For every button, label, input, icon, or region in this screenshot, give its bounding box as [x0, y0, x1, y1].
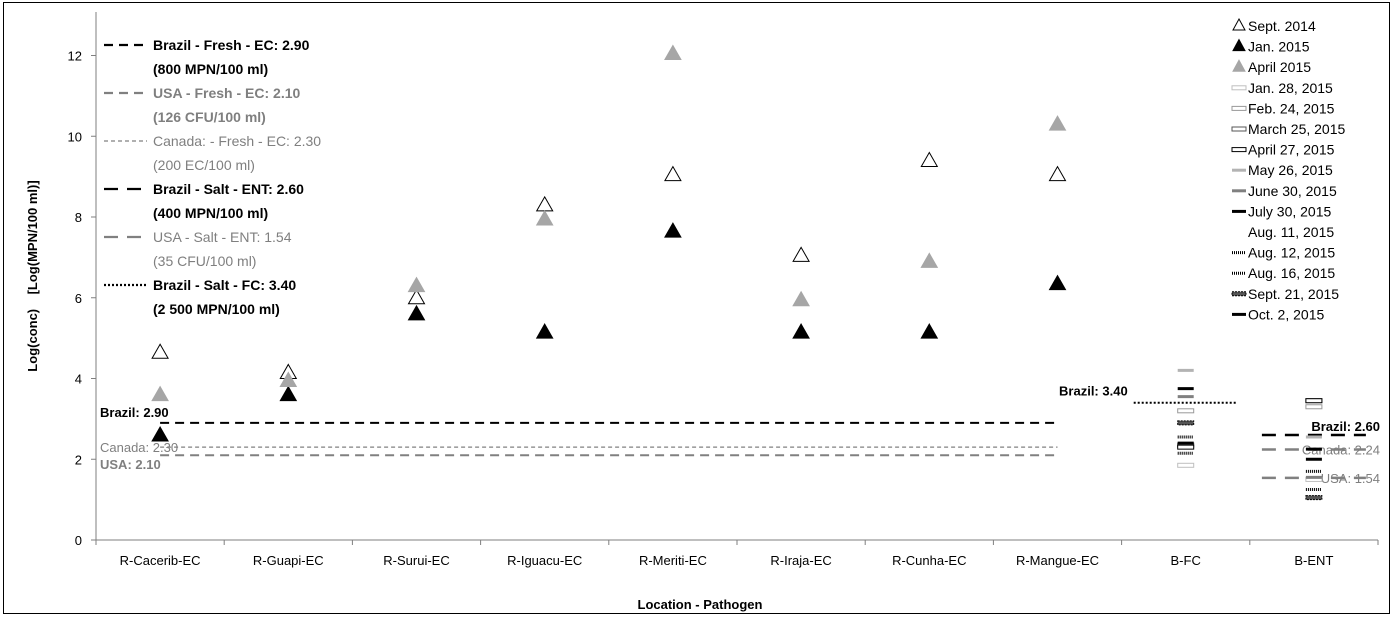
y-tick-label: 2 — [75, 452, 82, 467]
legend-marker — [1231, 291, 1247, 297]
x-tick-label: R-Meriti-EC — [639, 553, 707, 568]
data-point — [535, 323, 554, 339]
x-tick-label: R-Cacerib-EC — [120, 553, 201, 568]
data-point — [151, 385, 169, 402]
reference-legend-note: (2 500 MPN/100 ml) — [153, 301, 280, 317]
data-point — [1305, 404, 1323, 410]
data-point — [1177, 444, 1195, 450]
legend-marker — [1231, 126, 1247, 132]
y-tick-label: 8 — [75, 210, 82, 225]
reference-line-label: USA: 2.10 — [100, 457, 161, 472]
reference-legend-note: (400 MPN/100 ml) — [153, 205, 268, 221]
reference-legend-label: Canada: - Fresh - EC: 2.30 — [153, 133, 321, 149]
legend-label: Aug. 11, 2015 — [1248, 224, 1334, 240]
data-point — [792, 290, 810, 307]
legend-marker — [1231, 85, 1247, 91]
data-point — [279, 385, 298, 402]
data-point — [792, 246, 810, 262]
y-tick-label: 10 — [68, 129, 82, 144]
y-ticks: 0 2 4 6 8 10 12 — [68, 49, 96, 548]
y-tick-label: 0 — [75, 533, 82, 548]
legend-label: Aug. 12, 2015 — [1248, 245, 1335, 261]
legend-label: April 27, 2015 — [1248, 142, 1335, 158]
reference-legend: Brazil - Fresh - EC: 2.90 (800 MPN/100 ml… — [104, 37, 321, 317]
reference-line-label: USA: 1.54 — [1321, 471, 1380, 486]
series-legend: Sept. 2014 Jan. 2015 April 2015 Jan. 28, 20… — [1231, 17, 1345, 322]
reference-legend-label: USA - Salt - ENT: 1.54 — [153, 229, 292, 245]
data-point — [920, 151, 939, 167]
legend-label: July 30, 2015 — [1248, 203, 1331, 219]
x-tick-label: R-Surui-EC — [383, 553, 449, 568]
reference-legend-note: (35 CFU/100 ml) — [153, 253, 256, 269]
legend-marker — [1232, 38, 1246, 52]
data-point — [535, 195, 554, 212]
data-point — [664, 44, 682, 60]
data-point — [1305, 495, 1323, 501]
x-tick-label: R-Iraja-EC — [770, 553, 831, 568]
legend-label: Oct. 2, 2015 — [1248, 306, 1324, 322]
data-point — [151, 343, 169, 359]
x-axis-title: Location - Pathogen — [638, 597, 763, 612]
legend-label: Jan. 28, 2015 — [1248, 80, 1333, 96]
data-point — [1305, 398, 1323, 404]
data-point — [1048, 274, 1067, 291]
data-marks — [151, 44, 1323, 501]
chart-frame — [3, 2, 1390, 614]
reference-legend-label: Brazil - Fresh - EC: 2.90 — [153, 37, 310, 53]
y-tick-label: 6 — [75, 291, 82, 306]
data-point — [664, 165, 682, 182]
y-tick-label: 4 — [75, 372, 82, 387]
data-point — [407, 276, 426, 293]
data-point — [535, 210, 554, 226]
legend-label: April 2015 — [1248, 59, 1311, 75]
data-point — [1177, 408, 1195, 414]
data-point — [407, 288, 426, 305]
legend-label: March 25, 2015 — [1248, 121, 1345, 137]
x-tick-label: R-Cunha-EC — [892, 553, 966, 568]
legend-marker — [1231, 147, 1247, 153]
x-tick-label: R-Iguacu-EC — [507, 553, 582, 568]
data-point — [1177, 420, 1195, 426]
legend-label: Jan. 2015 — [1248, 39, 1310, 55]
x-tick-label: R-Mangue-EC — [1016, 553, 1099, 568]
data-point — [792, 323, 810, 339]
reference-line-label: Canada: 2.30 — [100, 440, 178, 455]
legend-label: May 26, 2015 — [1248, 162, 1333, 178]
data-point — [151, 426, 169, 442]
reference-legend-note: (126 CFU/100 ml) — [153, 109, 266, 125]
legend-marker — [1231, 105, 1247, 111]
reference-line-label: Brazil: 2.90 — [100, 405, 169, 420]
x-tick-label: R-Guapi-EC — [253, 553, 324, 568]
legend-label: Sept. 2014 — [1248, 18, 1316, 34]
legend-marker — [1232, 59, 1246, 72]
reference-legend-label: Brazil - Salt - FC: 3.40 — [153, 277, 296, 293]
x-tick-label: B-FC — [1171, 553, 1201, 568]
x-tick-label: B-ENT — [1294, 553, 1333, 568]
legend-label: Aug. 16, 2015 — [1248, 265, 1335, 281]
legend-marker — [1232, 17, 1246, 31]
legend-label: Sept. 21, 2015 — [1248, 286, 1339, 302]
legend-label: June 30, 2015 — [1248, 183, 1337, 199]
y-tick-label: 12 — [68, 49, 82, 64]
reference-legend-note: (800 MPN/100 ml) — [153, 61, 268, 77]
data-point — [1048, 165, 1067, 182]
legend-label: Feb. 24, 2015 — [1248, 100, 1335, 116]
reference-line-label: Brazil: 2.60 — [1311, 419, 1380, 434]
reference-legend-note: (200 EC/100 ml) — [153, 157, 255, 173]
reference-line-label: Brazil: 3.40 — [1059, 384, 1128, 399]
data-point — [920, 252, 939, 268]
reference-legend-label: Brazil - Salt - ENT: 2.60 — [153, 181, 304, 197]
x-ticks: R-Cacerib-EC R-Guapi-EC R-Surui-EC R-Iguacu… — [95, 540, 1379, 568]
data-point — [1048, 115, 1067, 131]
data-point — [279, 371, 298, 388]
data-point — [1177, 462, 1195, 468]
data-point — [407, 304, 426, 321]
y-axis-title: Log(conc) [Log(MPN/100 ml)] — [25, 180, 40, 371]
data-point — [664, 222, 682, 238]
reference-line-label: Canada: 2.24 — [1302, 443, 1380, 458]
reference-legend-label: USA - Fresh - EC: 2.10 — [153, 85, 301, 101]
data-point — [920, 323, 939, 339]
